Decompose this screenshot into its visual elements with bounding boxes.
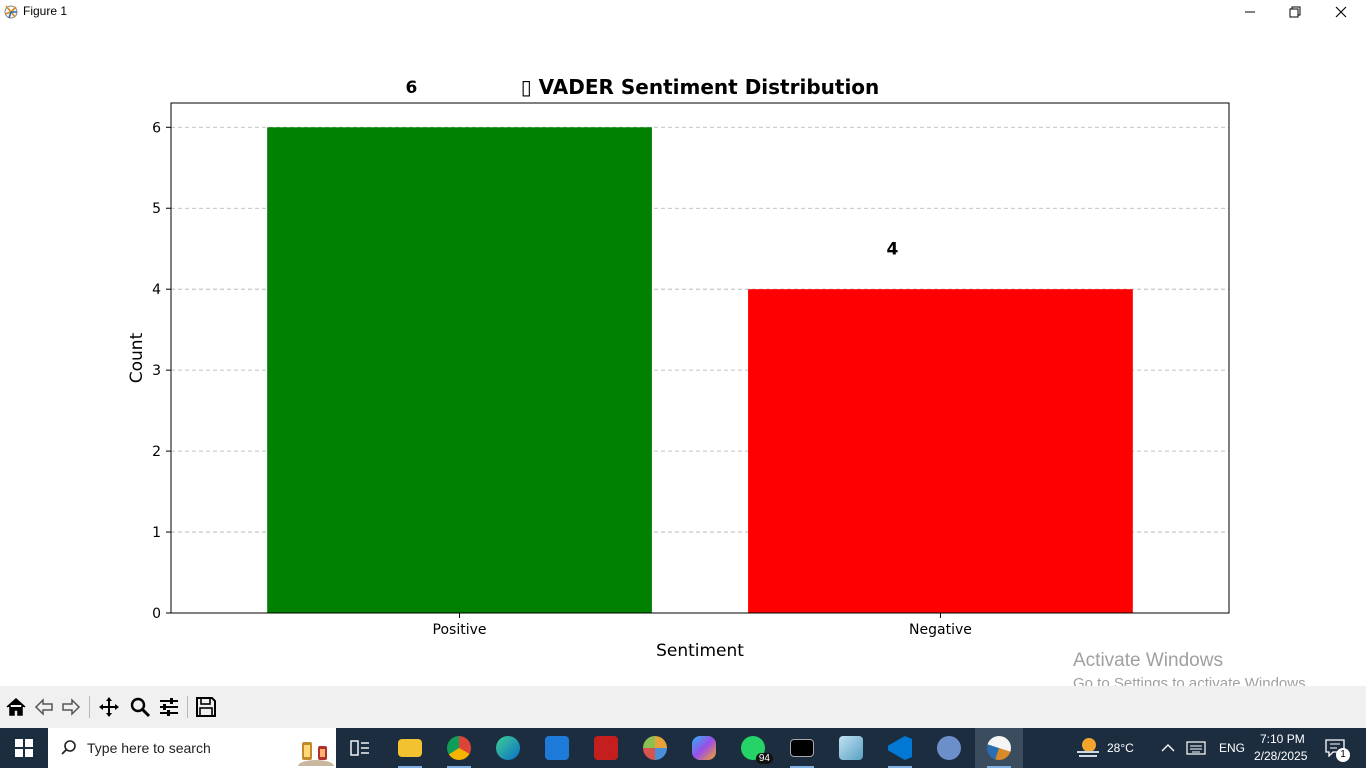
y-tick-label: 3	[152, 363, 161, 379]
language-indicator[interactable]: ENG	[1219, 741, 1246, 755]
home-icon	[6, 697, 26, 716]
save-button[interactable]	[193, 694, 219, 720]
running-indicator	[790, 766, 814, 768]
running-indicator	[888, 766, 912, 768]
running-indicator	[987, 766, 1011, 768]
weather-icon	[1077, 738, 1099, 757]
minimize-button[interactable]	[1227, 0, 1273, 24]
x-axis-label: Sentiment	[656, 641, 744, 661]
whatsapp-badge: 94	[755, 753, 773, 764]
y-axis-label: Count	[127, 332, 147, 383]
r-icon	[937, 736, 961, 760]
clock[interactable]: 7:10 PM 2/28/2025	[1252, 731, 1314, 767]
vscode-icon	[888, 736, 912, 760]
configure-subplots-icon	[160, 698, 178, 716]
edge-icon	[496, 736, 520, 760]
matplotlib-icon	[4, 5, 18, 19]
close-button[interactable]	[1318, 0, 1364, 24]
figure-window: Figure 1 0 1 2 3 4 5 6 Positive Negative 6 4 ▯ VADE…	[0, 0, 1366, 728]
forward-icon	[62, 698, 81, 716]
zoom-button[interactable]	[127, 694, 153, 720]
restore-icon	[1289, 6, 1301, 18]
save-icon	[196, 697, 216, 717]
python-figure-icon	[987, 736, 1011, 760]
video-player-icon	[594, 736, 618, 760]
taskbar-whatsapp[interactable]: 94	[729, 728, 777, 768]
clock-date: 2/28/2025	[1254, 749, 1308, 763]
toolbar-separator	[89, 696, 90, 718]
back-icon	[34, 698, 53, 716]
app-store-icon	[545, 736, 569, 760]
search-icon	[61, 740, 76, 755]
search-placeholder: Type here to search	[87, 740, 211, 756]
taskbar-file-explorer[interactable]	[386, 728, 434, 768]
configure-subplots-button[interactable]	[156, 694, 182, 720]
file-explorer-icon	[398, 739, 422, 757]
lantern-decoration-icon	[298, 742, 334, 766]
minimize-icon	[1245, 11, 1255, 13]
y-tick-label: 4	[152, 282, 161, 298]
notification-count: 1	[1336, 748, 1350, 762]
notepad-icon	[839, 736, 863, 760]
search-box[interactable]: Type here to search	[48, 728, 336, 768]
bar-value-label: 4	[886, 240, 898, 260]
bar-positive	[267, 127, 652, 614]
bar-chart: 0 1 2 3 4 5 6 Positive Negative 6 4 ▯ VADER Sentime…	[127, 75, 1230, 661]
zoom-icon	[130, 697, 151, 718]
home-button[interactable]	[3, 694, 29, 720]
forward-button[interactable]	[58, 694, 84, 720]
chart-title: ▯ VADER Sentiment Distribution	[521, 75, 880, 99]
taskbar-vscode[interactable]	[876, 728, 924, 768]
start-button[interactable]	[0, 728, 48, 768]
copilot-icon	[692, 736, 716, 760]
taskbar-python-figure[interactable]	[975, 728, 1023, 768]
y-tick-label: 6	[152, 120, 161, 136]
y-tick-label: 2	[152, 444, 161, 460]
y-tick-label: 1	[152, 525, 161, 541]
back-button[interactable]	[31, 694, 57, 720]
running-indicator	[398, 766, 422, 768]
notification-center-button[interactable]: 1	[1318, 728, 1366, 768]
title-bar: Figure 1	[0, 0, 1366, 24]
taskbar-r[interactable]	[925, 728, 973, 768]
taskbar-chrome[interactable]	[435, 728, 483, 768]
notification-icon	[1325, 739, 1345, 757]
toolbar-separator	[187, 696, 188, 718]
watermark-title: Activate Windows	[1073, 650, 1223, 671]
running-indicator	[447, 766, 471, 768]
clock-time: 7:10 PM	[1260, 732, 1305, 746]
keyboard-icon[interactable]	[1186, 740, 1206, 756]
taskbar-notepad[interactable]	[827, 728, 875, 768]
taskbar-paint[interactable]	[631, 728, 679, 768]
y-tick-label: 5	[152, 201, 161, 217]
navigation-toolbar	[0, 686, 1366, 728]
terminal-icon	[790, 739, 814, 757]
close-icon	[1335, 6, 1347, 18]
x-tick-label: Positive	[433, 622, 487, 638]
x-tick-label: Negative	[909, 622, 972, 638]
window-title: Figure 1	[23, 4, 68, 18]
taskbar-video-player[interactable]	[582, 728, 630, 768]
taskbar: Type here to search	[0, 728, 1366, 768]
bar-negative	[748, 289, 1133, 613]
weather-widget[interactable]: 28°C	[1072, 728, 1142, 768]
taskbar-app-store[interactable]	[533, 728, 581, 768]
taskbar-edge[interactable]	[484, 728, 532, 768]
taskbar-copilot[interactable]	[680, 728, 728, 768]
pan-icon	[99, 697, 119, 717]
chrome-icon	[447, 736, 471, 760]
chevron-up-icon[interactable]	[1161, 741, 1175, 755]
y-tick-label: 0	[152, 606, 161, 622]
weather-temperature: 28°C	[1107, 741, 1134, 755]
windows-icon	[15, 739, 33, 757]
pan-button[interactable]	[96, 694, 122, 720]
figure-canvas[interactable]: 0 1 2 3 4 5 6 Positive Negative 6 4 ▯ VADER Sentime…	[0, 24, 1366, 686]
bar-value-label: 6	[406, 78, 418, 98]
axes-frame	[170, 102, 1230, 614]
task-view-icon	[350, 740, 369, 756]
task-view-button[interactable]	[336, 728, 384, 768]
restore-button[interactable]	[1272, 0, 1318, 24]
taskbar-terminal[interactable]	[778, 728, 826, 768]
paint-icon	[643, 736, 667, 760]
